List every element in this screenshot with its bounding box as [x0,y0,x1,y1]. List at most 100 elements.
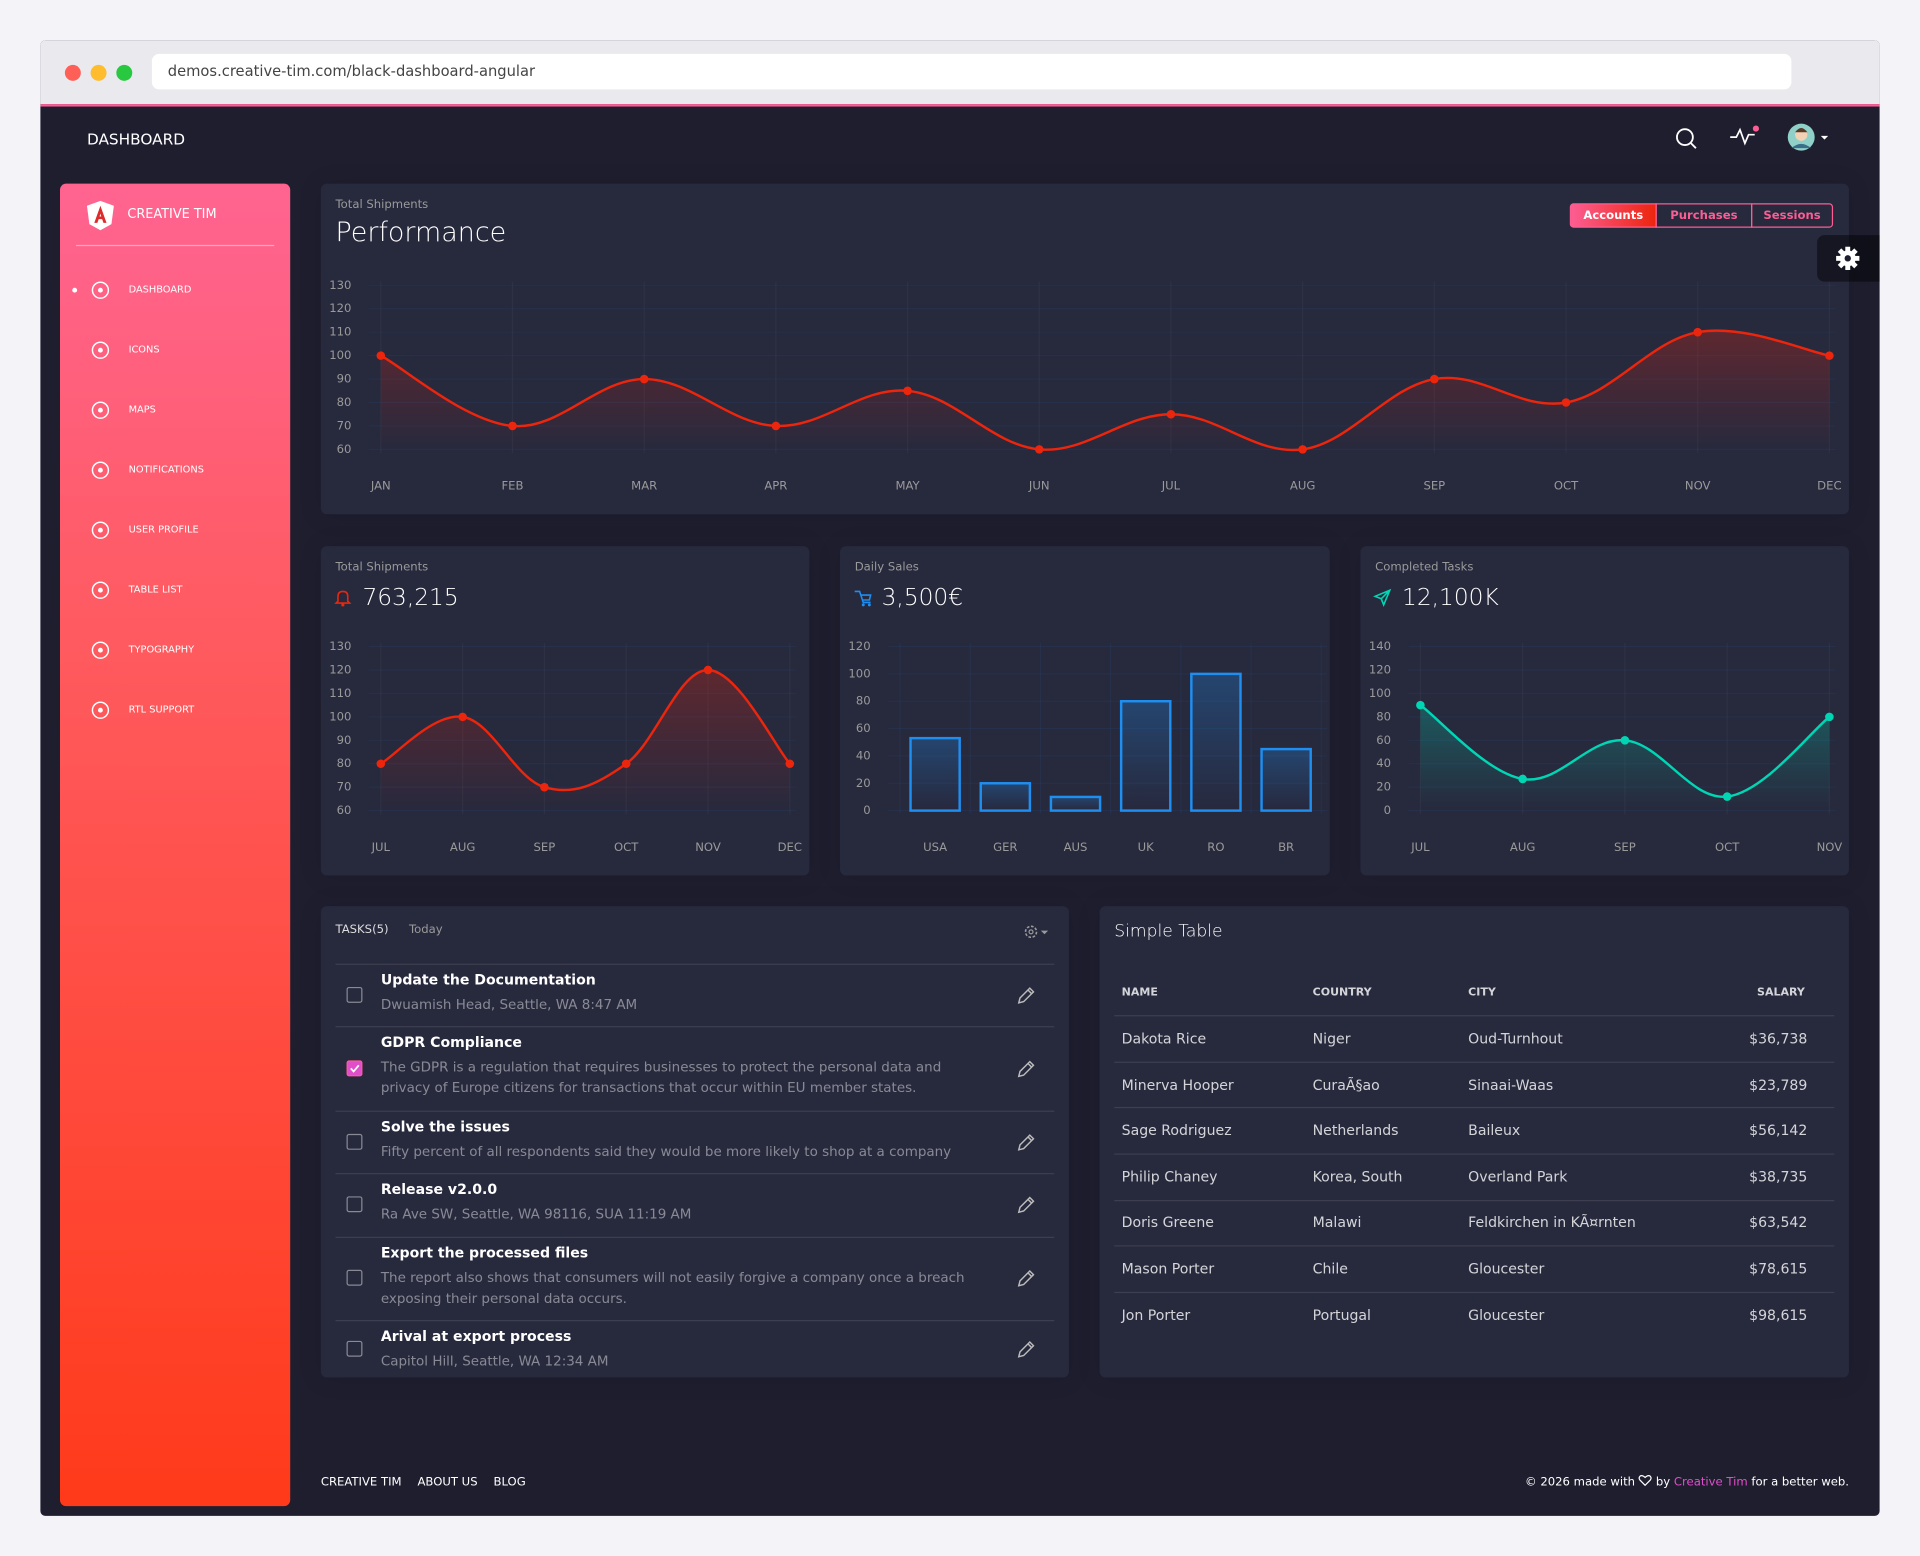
sidebar-label: ICONS [128,344,160,356]
window-minimize[interactable] [90,64,107,81]
activity-icon[interactable] [1727,122,1764,151]
edit-button[interactable] [1015,1338,1037,1360]
x-tick-label: DEC [1817,479,1841,493]
y-tick-label: 140 [1369,639,1391,653]
point [1518,774,1527,784]
point [1722,792,1732,801]
pencil [1017,1059,1035,1077]
window-close[interactable] [64,64,81,81]
table-header: NAME [1121,986,1158,1000]
edit-button[interactable] [1015,1057,1037,1079]
footer-link[interactable]: ABOUT US [417,1475,478,1489]
settings-toggle[interactable] [1817,235,1880,282]
edit-button[interactable] [1015,984,1037,1006]
icon-shape [91,461,110,479]
user-avatar[interactable] [1785,121,1834,153]
icon-shape [97,647,103,653]
tasks-completed-card: Completed Tasks 12,100K [1360,546,1849,876]
navbar-title[interactable]: DASHBOARD [86,129,186,149]
table-title: Simple Table [1114,922,1223,942]
point [376,351,386,360]
tasks-settings[interactable] [1021,922,1053,942]
sidebar-label: TYPOGRAPHY [128,644,195,656]
footer-link[interactable]: CREATIVE TIM [320,1475,402,1489]
x-tick-label: GER [993,840,1017,854]
task-title: Release v2.0.0 [380,1180,498,1198]
sidebar-item[interactable]: NOTIFICATIONS [60,452,290,489]
point [540,782,549,792]
x-tick-label: SEP [1423,479,1445,493]
point [785,759,795,769]
edit-button[interactable] [1015,1131,1037,1153]
table-cell: Chile [1312,1260,1348,1278]
task-checkbox[interactable] [346,1196,363,1213]
table-cell: Doris Greene [1121,1213,1214,1232]
search-icon[interactable] [1673,125,1702,154]
task-checkbox[interactable] [346,1269,363,1286]
accounts-button[interactable]: Accounts [1569,203,1657,228]
x-tick-label: JUL [1410,840,1430,854]
task-checkbox[interactable] [346,1340,363,1357]
icon-shape [91,701,110,719]
icon-shape [91,521,110,539]
brand-logo[interactable] [86,200,115,232]
pencil [1017,1340,1035,1358]
pencil [1017,986,1035,1004]
row-divider [1114,1153,1835,1155]
row-divider [335,1173,1055,1175]
y-tick-label: 80 [337,756,352,770]
edit-button[interactable] [1015,1194,1037,1216]
row-divider [335,1026,1055,1028]
table-cell: Jon Porter [1121,1306,1191,1324]
table-cell: Mason Porter [1121,1260,1215,1278]
brand-name[interactable]: CREATIVE TIM [127,206,217,222]
sidebar-item[interactable]: TYPOGRAPHY [60,632,290,669]
task-checkbox[interactable] [346,1133,363,1150]
sidebar-icon [91,401,110,419]
table-cell: $56,142 [1749,1121,1808,1140]
y-tick-label: 120 [329,662,351,676]
sidebar-item[interactable]: TABLE LIST [60,572,290,609]
sidebar-item[interactable]: USER PROFILE [60,512,290,549]
x-tick-label: BR [1278,840,1294,854]
sidebar-item[interactable]: MAPS [60,392,290,429]
table-header-divider [1114,1015,1835,1017]
sidebar-item[interactable]: RTL SUPPORT [60,692,290,729]
bar [909,736,961,812]
button-group: Accounts Purchases Sessions [1569,203,1834,228]
point [376,759,386,769]
chart: 60 70 80 90 100 110 120 130 JUL AUG SEP OCT NOV DEC [329,639,802,854]
author-link[interactable]: Creative Tim [1673,1475,1748,1489]
icon-shape [97,707,103,713]
chart: 0 20 40 60 80 100 120 140 JUL AUG SEP OCT NOV [1369,639,1842,854]
edit-button[interactable] [1015,1267,1037,1289]
x-tick-label: AUG [1510,840,1535,854]
point [458,712,467,722]
window-maximize[interactable] [116,64,133,81]
y-tick-label: 60 [337,803,352,817]
tasks-filter: Today [408,923,443,937]
task-description: The GDPR is a regulation that requires b… [380,1059,942,1096]
sidebar-item[interactable]: ICONS [60,332,290,369]
delivery-icon [854,590,872,607]
sessions-button[interactable]: Sessions [1751,203,1834,228]
address-bar[interactable]: demos.creative-tim.com/black-dashboard-a… [151,53,1792,90]
heart-icon [1638,1475,1653,1487]
icon-shape [91,641,110,659]
footer-link[interactable]: BLOG [493,1475,526,1489]
card-subtitle: Total Shipments [335,560,429,575]
pencil [1017,1196,1035,1214]
sidebar-item[interactable]: DASHBOARD [60,272,290,309]
x-tick-label: RO [1207,840,1224,854]
y-tick-label: 100 [329,348,351,362]
y-tick-label: 120 [848,639,870,653]
task-checkbox[interactable] [346,1059,363,1076]
purchases-button[interactable]: Purchases [1655,203,1753,228]
y-tick-label: 90 [337,733,352,747]
table-cell: Niger [1312,1029,1351,1047]
task-checkbox[interactable] [346,986,363,1003]
y-tick-label: 40 [1376,756,1391,770]
table-cell: $23,789 [1749,1075,1808,1093]
point [639,374,649,384]
table-card: Simple Table [1099,906,1849,1378]
